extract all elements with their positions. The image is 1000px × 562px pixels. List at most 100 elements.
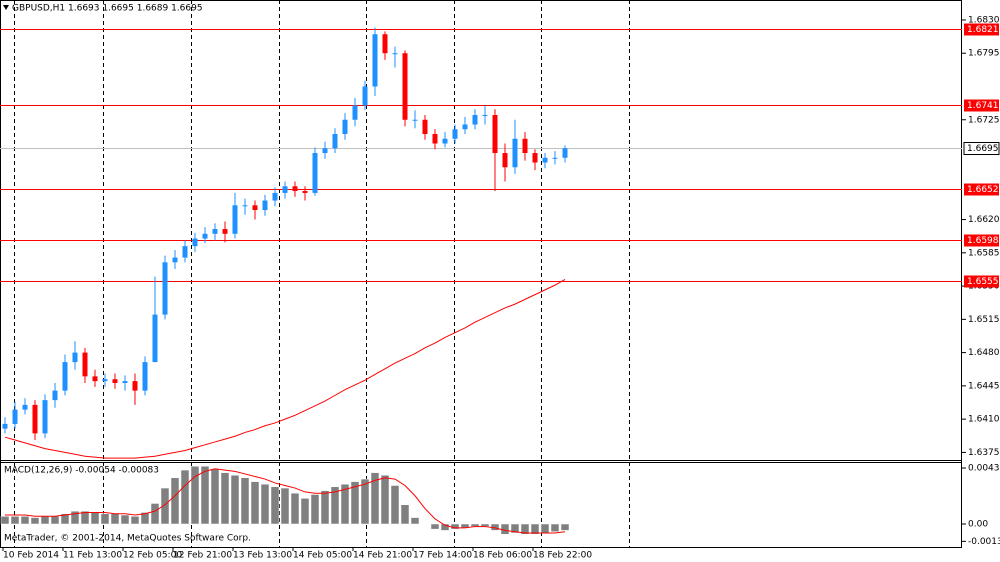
histogram-bar [230, 474, 240, 525]
candle-body [442, 138, 448, 144]
level-label-bg [964, 234, 999, 247]
candle-body [432, 134, 438, 144]
histogram-bar [240, 477, 250, 525]
candle-body [112, 379, 118, 384]
level-label: 1.6652 [967, 185, 999, 195]
histogram-bar [440, 523, 450, 531]
candle-body [382, 34, 388, 54]
histogram-bar [60, 513, 70, 525]
level-label: 1.6598 [967, 236, 999, 246]
histogram-bar [10, 516, 20, 525]
histogram-bar [80, 510, 90, 525]
histogram-bar [350, 481, 360, 525]
y-tick-label: 0.00 [968, 519, 988, 529]
candle-body [32, 404, 38, 434]
candle-body [492, 115, 498, 154]
candle-body [392, 53, 398, 55]
candle-body [482, 115, 488, 116]
histogram-bar [330, 486, 340, 525]
histogram-bar [160, 487, 170, 525]
histogram-bar [280, 487, 290, 525]
candle-body [542, 157, 548, 163]
histogram-bar [520, 523, 530, 535]
histogram-bar [510, 523, 520, 534]
histogram-bar [130, 516, 140, 525]
candle-body [82, 352, 88, 377]
candle-body [302, 191, 308, 193]
histogram-bar [210, 468, 220, 525]
menu-arrow [3, 5, 9, 10]
candle-body [22, 404, 28, 410]
x-tick-label: 11 Feb 13:00 [63, 551, 122, 561]
frame [0, 0, 962, 548]
candle-body [402, 53, 408, 120]
histogram-bar [40, 516, 50, 525]
candle-body [72, 352, 78, 363]
candle-body [212, 229, 218, 234]
histogram-bar [100, 513, 110, 525]
candle-body [152, 314, 158, 363]
level-label: 1.6741 [967, 101, 999, 111]
histogram-bar [310, 494, 320, 525]
histogram-bar [390, 485, 400, 525]
y-tick-label: 1.6410 [968, 415, 1000, 425]
candle-body [132, 381, 138, 391]
level-label-bg [964, 275, 999, 288]
histogram-bar [120, 514, 130, 525]
y-tick-label: 1.6620 [968, 215, 1000, 225]
histogram-bar [450, 523, 460, 530]
candle-body [102, 379, 108, 382]
histogram-bar [180, 469, 190, 525]
y-tick-label: 1.6830 [968, 15, 1000, 25]
histogram-bar [540, 523, 550, 534]
moving-average [4, 278, 566, 459]
candle-body [292, 186, 298, 192]
histogram-bar [140, 512, 150, 525]
candle-body [262, 200, 268, 211]
histogram-bar [400, 504, 410, 525]
histogram-bar [340, 483, 350, 525]
candle-body [222, 229, 228, 234]
candle-body [462, 124, 468, 130]
candle-body [42, 400, 48, 434]
candle-body [172, 257, 178, 263]
candle-body [12, 409, 18, 424]
candle-body [502, 153, 508, 168]
candle-body [412, 119, 418, 121]
period-separators [14, 0, 630, 548]
candle-body [182, 246, 188, 258]
candle-body [122, 381, 128, 384]
candle-body [142, 362, 148, 391]
histogram-bar [360, 478, 370, 525]
candle-body [472, 115, 478, 125]
candle-body [62, 362, 68, 391]
candle-body [342, 119, 348, 135]
level-label: 1.6555 [967, 277, 999, 287]
histogram-bar [170, 477, 180, 525]
histogram-bar [110, 513, 120, 525]
histogram-bar [430, 523, 440, 530]
y-tick-label: 0.00436 [968, 464, 1000, 474]
candle-body [272, 192, 278, 201]
histogram-bar [380, 474, 390, 525]
x-tick-label: 13 Feb 13:00 [233, 551, 292, 561]
candle-body [332, 134, 338, 149]
histogram-bar [70, 510, 80, 525]
histogram-bar [260, 483, 270, 525]
level-label-bg [964, 183, 999, 196]
histogram-bar [150, 503, 160, 525]
x-tick-label: 14 Feb 21:00 [353, 551, 412, 561]
histogram-bar [370, 472, 380, 525]
candle-body [352, 105, 358, 120]
x-tick-label: 18 Feb 22:00 [533, 551, 592, 561]
x-tick-label: 10 Feb 2014 [3, 551, 59, 561]
y-tick-label: 1.6725 [968, 115, 1000, 125]
histogram-bar [420, 523, 430, 525]
candle-body [52, 390, 58, 401]
copyright: MetaTrader, © 2001-2014, MetaQuotes Soft… [4, 534, 251, 544]
candle-body [562, 148, 568, 158]
candle-body [192, 238, 198, 247]
level-label: 1.6821 [967, 25, 999, 35]
histogram-bar [290, 492, 300, 525]
